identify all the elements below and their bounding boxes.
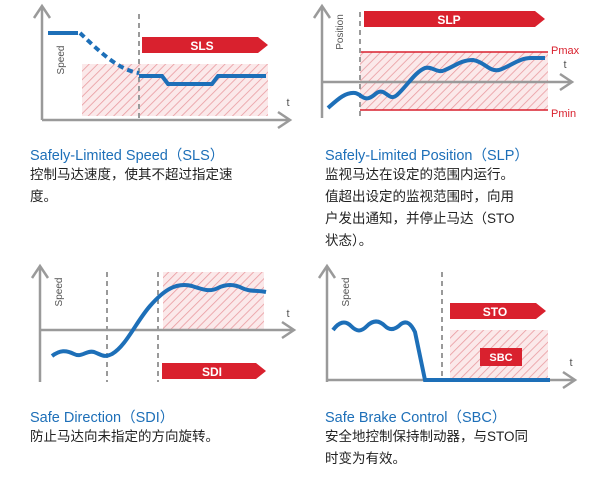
sls-axis-y-label: Speed bbox=[56, 46, 67, 75]
sls-description: 控制马达速度，使其不超过指定速 度。 bbox=[30, 164, 300, 208]
sls-curve-limited bbox=[139, 74, 266, 86]
sbc-desc-line: 安全地控制保持制动器，与STO同 bbox=[325, 429, 529, 444]
sbc-box-label: SBC bbox=[489, 352, 512, 364]
sls-y-arrow bbox=[32, 3, 52, 19]
sls-x-arrow bbox=[277, 110, 293, 130]
sdi-banner bbox=[162, 363, 266, 379]
slp-banner bbox=[364, 11, 545, 27]
sls-axis-x-label: t bbox=[286, 97, 289, 109]
sls-desc-line: 度。 bbox=[30, 189, 57, 204]
sbc-x-arrow bbox=[562, 370, 578, 390]
slp-diagram: Position t Pmax Pmin SLP bbox=[312, 3, 580, 120]
sto-banner-label: STO bbox=[483, 305, 507, 319]
sdi-banner-label: SDI bbox=[202, 365, 222, 379]
slp-banner-label: SLP bbox=[437, 13, 460, 27]
sdi-title: Safe Direction（SDI） bbox=[30, 410, 175, 426]
sbc-axis-x-label: t bbox=[569, 357, 572, 369]
sto-banner bbox=[450, 303, 546, 319]
slp-title: Safely-Limited Position（SLP） bbox=[325, 148, 529, 164]
sls-banner bbox=[142, 37, 268, 53]
sbc-y-arrow bbox=[317, 263, 337, 279]
sdi-axis-x-label: t bbox=[286, 308, 289, 320]
sdi-diagram: Speed t SDI bbox=[30, 263, 297, 382]
slp-y-arrow bbox=[312, 3, 332, 19]
sbc-desc-line: 时变为有效。 bbox=[325, 451, 406, 466]
slp-curve bbox=[326, 56, 545, 110]
slp-desc-line: 户发出通知，并停止马达（STO bbox=[325, 211, 515, 226]
slp-axis-x-label: t bbox=[563, 59, 566, 71]
sls-diagram: Speed t SLS bbox=[32, 3, 293, 130]
sdi-description: 防止马达向未指定的方向旋转。 bbox=[30, 426, 300, 448]
sbc-description: 安全地控制保持制动器，与STO同 时变为有效。 bbox=[325, 426, 595, 470]
sbc-box bbox=[480, 348, 522, 366]
slp-desc-line: 值超出设定的监视范围时，向用 bbox=[325, 189, 514, 204]
sls-desc-line: 控制马达速度，使其不超过指定速 bbox=[30, 167, 233, 182]
sbc-title: Safe Brake Control（SBC） bbox=[325, 410, 507, 426]
sdi-y-arrow bbox=[30, 263, 50, 279]
slp-description: 监视马达在设定的范围内运行。 值超出设定的监视范围时，向用 户发出通知，并停止马… bbox=[325, 164, 595, 252]
slp-x-arrow bbox=[559, 72, 575, 92]
sls-limit-zone bbox=[82, 64, 268, 116]
slp-pmin-label: Pmin bbox=[551, 108, 576, 120]
sls-banner-label: SLS bbox=[190, 39, 213, 53]
sdi-curve bbox=[50, 283, 267, 358]
panel-sdi: Speed t SDI Safe Direction（SDI） 防止马达向未指定… bbox=[0, 262, 297, 472]
sls-title: Safely-Limited Speed（SLS） bbox=[30, 148, 225, 164]
panel-slp: Position t Pmax Pmin SLP Safely-Limited … bbox=[305, 0, 605, 260]
slp-desc-line: 监视马达在设定的范围内运行。 bbox=[325, 167, 514, 182]
sdi-desc-line: 防止马达向未指定的方向旋转。 bbox=[30, 429, 219, 444]
slp-pmax-label: Pmax bbox=[551, 45, 580, 57]
sdi-axis-y-label: Speed bbox=[54, 278, 65, 307]
sbc-axis-y-label: Speed bbox=[341, 278, 352, 307]
slp-desc-line: 状态）。 bbox=[325, 233, 373, 248]
sdi-x-arrow bbox=[281, 320, 297, 340]
panel-sbc: Speed t STO SBC Safe Brake Control（SBC） … bbox=[305, 262, 605, 472]
sdi-allowed-zone bbox=[163, 272, 264, 330]
panel-sls: Speed t SLS Safely-Limited Speed（SLS） 控制… bbox=[0, 0, 293, 230]
sbc-curve bbox=[331, 319, 550, 382]
sbc-diagram: Speed t STO SBC bbox=[317, 263, 578, 390]
slp-axis-y-label: Position bbox=[335, 14, 346, 50]
